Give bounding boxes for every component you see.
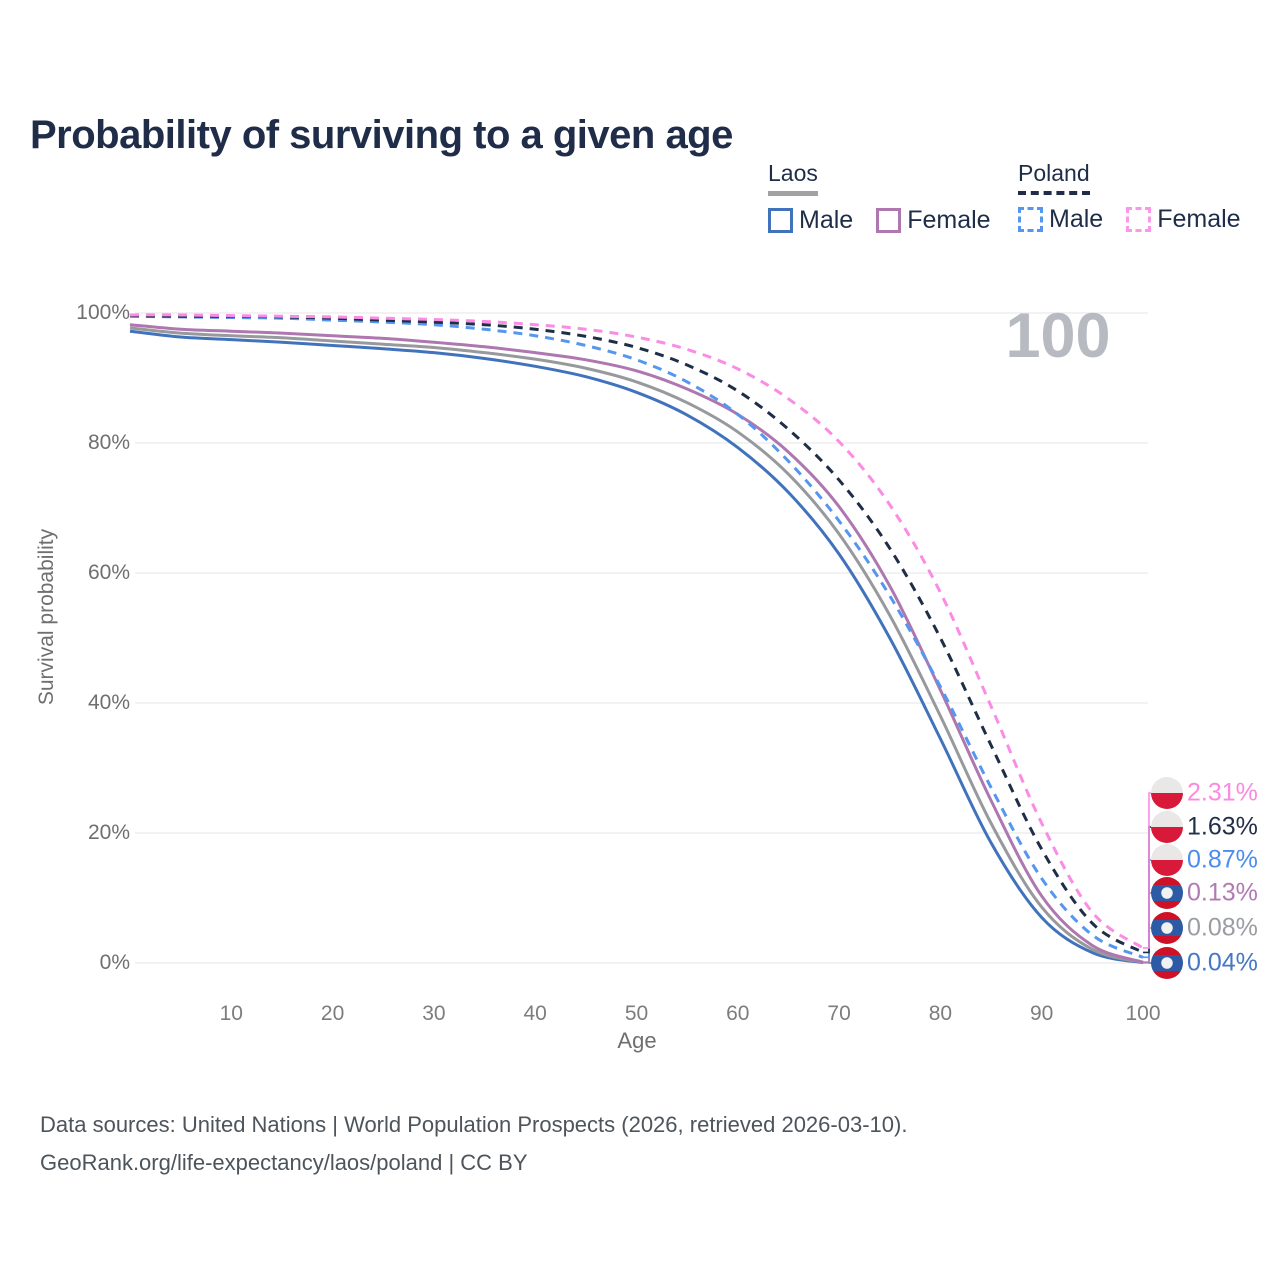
laos-flag-icon <box>1151 947 1183 979</box>
x-tick-label-80: 80 <box>928 1002 953 1025</box>
legend-label-laos-male: Male <box>799 206 854 234</box>
x-tick-label-70: 70 <box>827 1002 851 1025</box>
legend-swatch-poland-female <box>1126 207 1152 232</box>
poland-flag-icon <box>1151 811 1183 843</box>
legend-swatch-laos-male <box>768 208 793 233</box>
poland-flag-icon <box>1151 844 1183 876</box>
footer: Data sources: United Nations | World Pop… <box>40 1106 907 1182</box>
legend-title-poland: Poland <box>1018 160 1090 195</box>
laos-flag-icon <box>1151 912 1183 944</box>
curve-laos-female <box>129 323 1144 964</box>
legend-swatch-poland-male <box>1018 207 1043 232</box>
y-tick-label-60: 60% <box>87 561 130 584</box>
x-tick-label-30: 30 <box>422 1002 446 1025</box>
end-label-laos-both-sexes: 0.08% <box>1187 913 1258 942</box>
legend-group-laos: Laos Male Female <box>768 160 1014 235</box>
y-tick-label-40: 40% <box>87 691 130 714</box>
age-100-annotation: 100 <box>1005 301 1111 371</box>
x-tick-label-60: 60 <box>726 1002 750 1025</box>
curve-laos-both-sexes <box>129 326 1144 964</box>
legend-label-laos-female: Female <box>907 206 991 234</box>
footer-attribution-line: GeoRank.org/life-expectancy/laos/poland … <box>40 1150 528 1175</box>
curve-poland-both-sexes <box>129 314 1144 954</box>
poland-flag-icon <box>1151 777 1183 809</box>
end-label-laos-male: 0.04% <box>1187 948 1258 977</box>
curve-laos-male <box>129 329 1144 965</box>
legend-item-poland-female[interactable]: Female <box>1126 205 1263 234</box>
y-tick-label-80: 80% <box>87 431 130 454</box>
x-tick-label-10: 10 <box>219 1002 243 1025</box>
curve-poland-male <box>129 314 1144 959</box>
x-tick-label-50: 50 <box>624 1002 649 1025</box>
x-tick-label-20: 20 <box>320 1002 345 1025</box>
legend-item-laos-female[interactable]: Female <box>876 206 1013 235</box>
legend-label-poland-female: Female <box>1157 205 1241 233</box>
x-tick-label-90: 90 <box>1030 1002 1054 1025</box>
end-label-laos-female: 0.13% <box>1187 878 1258 907</box>
y-tick-label-0: 0% <box>99 951 130 974</box>
chart-title: Probability of surviving to a given age <box>30 112 733 157</box>
legend-item-poland-male[interactable]: Male <box>1018 205 1126 234</box>
legend-swatch-laos-female <box>876 208 902 233</box>
y-tick-label-20: 20% <box>87 821 130 844</box>
x-axis-title: Age <box>617 1028 657 1053</box>
x-tick-label-40: 40 <box>523 1002 547 1025</box>
end-label-poland-female: 2.31% <box>1187 778 1258 807</box>
laos-flag-icon <box>1151 877 1183 909</box>
end-label-poland-male: 0.87% <box>1187 845 1258 874</box>
legend-title-laos: Laos <box>768 160 818 196</box>
legend-group-poland: Poland Male Female <box>1018 160 1264 234</box>
x-tick-label-100: 100 <box>1125 1002 1161 1025</box>
end-label-poland-both-sexes: 1.63% <box>1187 812 1258 841</box>
curve-poland-female <box>129 313 1144 950</box>
y-tick-label-100: 100% <box>76 301 130 324</box>
footer-source-line: Data sources: United Nations | World Pop… <box>40 1112 908 1137</box>
legend-label-poland-male: Male <box>1049 205 1104 233</box>
y-axis-title: Survival probability <box>35 528 58 706</box>
legend-item-laos-male[interactable]: Male <box>768 206 876 235</box>
